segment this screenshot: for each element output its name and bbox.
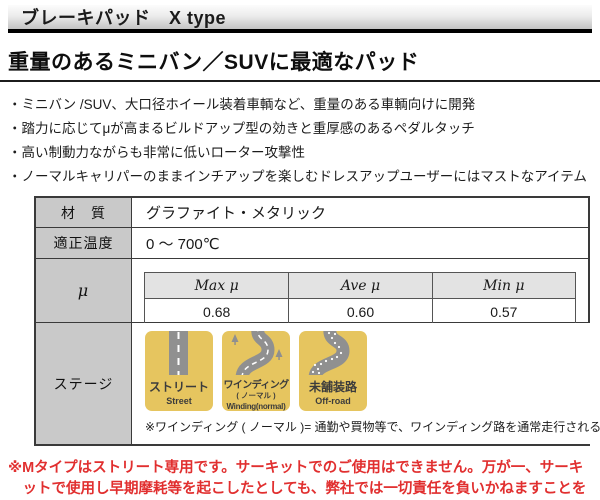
- mu-table-values: 0.68 0.60 0.57: [145, 298, 575, 324]
- straight-road-icon: [169, 331, 188, 375]
- headline-divider: [0, 80, 600, 82]
- mu-col-ave: Ave μ: [288, 273, 432, 298]
- page-title-bar: ブレーキパッド X type: [8, 5, 592, 33]
- material-row: 材 質 グラファイト・メタリック: [36, 198, 588, 227]
- page: ブレーキパッド X type 重量のあるミニバン／SUVに最適なパッド ・ミニバ…: [0, 5, 600, 500]
- mu-table-header: Max μ Ave μ Min μ: [145, 273, 575, 298]
- stage-label: ステージ: [36, 323, 132, 444]
- mu-ave-value: 0.60: [288, 299, 431, 324]
- badge-subtitle: Off-road: [315, 396, 351, 406]
- feature-item: ・高い制動力ながらも非常に低いローター攻撃性: [8, 145, 305, 160]
- stage-badges: ストリート Street ワインディング ( ノー: [145, 331, 600, 411]
- mu-table: Max μ Ave μ Min μ 0.68 0.60 0.57: [144, 272, 576, 325]
- mu-values-cell: Max μ Ave μ Min μ 0.68 0.60 0.57: [132, 259, 588, 325]
- stage-badge-street: ストリート Street: [145, 331, 213, 411]
- temperature-label: 適正温度: [36, 228, 132, 258]
- mu-min-value: 0.57: [431, 299, 575, 324]
- temperature-value: 0 ～ 700℃: [132, 228, 588, 258]
- spec-table: 材 質 グラファイト・メタリック 適正温度 0 ～ 700℃ μ Max μ A…: [34, 196, 600, 446]
- offroad-road-icon: [309, 331, 350, 375]
- headline: 重量のあるミニバン／SUVに最適なパッド: [8, 51, 420, 74]
- material-value: グラファイト・メタリック: [132, 198, 588, 227]
- mu-col-min: Min μ: [431, 273, 575, 298]
- badge-subtitle: Winding(normal): [226, 402, 286, 411]
- badge-subtitle: Street: [166, 396, 192, 406]
- mu-row: μ Max μ Ave μ Min μ 0.68 0.60 0.57: [36, 258, 588, 325]
- product-title: ブレーキパッド X type: [21, 8, 227, 28]
- stage-badge-winding: ワインディング ( ノーマル ) Winding(normal): [222, 331, 290, 411]
- feature-item: ・ノーマルキャリパーのままインチアップを楽しむドレスアップユーザーにはマストなア…: [8, 169, 587, 184]
- feature-item: ・踏力に応じてμが高まるビルドアップ型の効きと重厚感のあるペダルタッチ: [8, 121, 475, 136]
- badge-title: ワインディング: [223, 380, 289, 391]
- temperature-row: 適正温度 0 ～ 700℃: [36, 227, 588, 258]
- winding-road-icon: [231, 331, 283, 375]
- mu-label: μ: [36, 259, 132, 322]
- stage-row: ステージ ストリート Street: [36, 322, 600, 444]
- mu-max-value: 0.68: [203, 303, 231, 320]
- stage-badge-offroad: 未舗装路 Off-road: [299, 331, 367, 411]
- mu-col-max: Max μ: [145, 273, 289, 298]
- feature-list: ・ミニバン /SUV、大口径ホイール装着車輌など、重量のある車輌向けに開発 ・踏…: [8, 93, 592, 189]
- stage-content: ストリート Street ワインディング ( ノー: [132, 323, 600, 444]
- badge-title: ストリート: [148, 380, 209, 394]
- material-label: 材 質: [36, 198, 132, 227]
- disclaimer-text: ※Mタイプはストリート専用です。サーキットでのご使用はできません。万が一、サーキ…: [8, 460, 587, 497]
- badge-title: 未舗装路: [308, 380, 357, 394]
- feature-item: ・ミニバン /SUV、大口径ホイール装着車輌など、重量のある車輌向けに開発: [8, 97, 476, 112]
- badge-subtitle2: ( ノーマル ): [236, 391, 276, 400]
- stage-note: ※ワインディング ( ノーマル )= 通勤や買物等で、ワインディング路を通常走行…: [145, 420, 600, 434]
